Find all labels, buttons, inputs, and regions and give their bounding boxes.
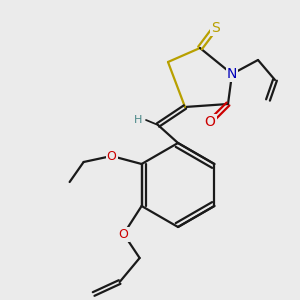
- Text: O: O: [119, 227, 129, 241]
- Text: N: N: [227, 67, 237, 81]
- Text: O: O: [107, 149, 117, 163]
- Text: O: O: [205, 115, 215, 129]
- Text: S: S: [211, 21, 219, 35]
- Text: H: H: [134, 115, 142, 125]
